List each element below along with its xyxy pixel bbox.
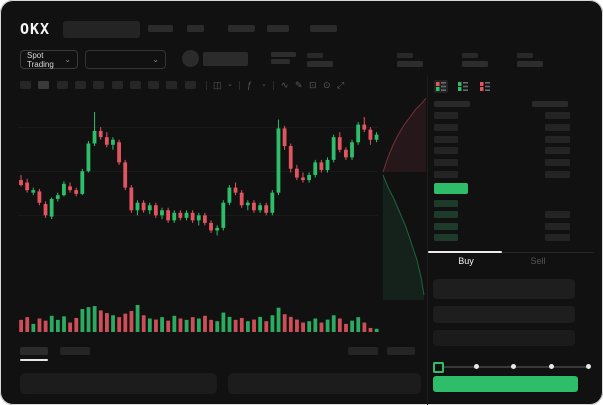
candlestick-chart[interactable]	[18, 100, 380, 240]
bid-price-placeholder	[434, 211, 458, 219]
timeframe-button[interactable]	[129, 81, 141, 89]
nav-item[interactable]	[267, 25, 289, 32]
buy-submit-button[interactable]	[433, 376, 578, 392]
price-change-placeholder	[271, 59, 290, 64]
depth-overlay	[382, 97, 427, 300]
market-type-dropdown[interactable]: Spot Trading ⌄	[20, 50, 78, 69]
slider-stop-dot[interactable]	[548, 364, 554, 369]
camera-icon[interactable]: ⊡	[309, 80, 317, 90]
timeframe-button[interactable]	[166, 81, 178, 89]
active-tab-indicator	[20, 359, 48, 361]
market-type-label: Spot Trading	[27, 50, 54, 69]
bid-price-placeholder	[434, 222, 458, 230]
chevron-down-icon: ⌄	[64, 54, 71, 64]
last-price-bar[interactable]	[434, 183, 468, 194]
timeframe-button[interactable]	[93, 81, 105, 89]
volume-bars	[19, 305, 379, 332]
ask-size-placeholder	[545, 135, 570, 143]
ask-size-placeholder	[545, 123, 570, 131]
panel-divider	[427, 76, 428, 405]
timeframe-button[interactable]	[20, 81, 31, 89]
coin-icon	[182, 50, 199, 67]
slider-stop-dot[interactable]	[511, 364, 516, 369]
slider-handle-icon[interactable]	[433, 362, 444, 373]
timeframe-button[interactable]	[56, 81, 68, 89]
ask-size-placeholder	[545, 112, 570, 119]
ask-price-placeholder	[434, 171, 458, 178]
slider-stop-dot[interactable]	[473, 364, 479, 369]
bottom-tab[interactable]	[60, 347, 90, 355]
timeframe-button[interactable]	[148, 81, 160, 89]
stat-value	[517, 61, 543, 67]
gridline	[18, 127, 378, 128]
price-input[interactable]	[433, 279, 575, 299]
ask-price-placeholder	[434, 123, 458, 131]
okx-logo: OKX	[20, 20, 51, 38]
draw-tool-icon[interactable]: ✎	[295, 80, 303, 90]
orders-panel	[228, 373, 421, 394]
last-price-placeholder	[271, 52, 296, 57]
buy-tab-indicator	[428, 251, 502, 253]
line-tool-icon[interactable]: ∿	[281, 80, 289, 90]
ask-size-placeholder	[545, 171, 570, 178]
divider	[239, 81, 240, 90]
ask-price-placeholder	[434, 147, 458, 155]
book-asks-only-icon[interactable]	[478, 80, 492, 93]
nav-item[interactable]	[187, 25, 204, 32]
timeframe-button[interactable]	[74, 81, 86, 89]
nav-item[interactable]	[228, 25, 255, 32]
bid-size-placeholder	[545, 222, 570, 230]
timeframe-button[interactable]	[184, 81, 196, 89]
alerts-icon[interactable]: ⊙	[323, 80, 331, 90]
bottom-tool[interactable]	[348, 347, 378, 355]
bottom-tool[interactable]	[387, 347, 415, 355]
slider-stop-dot[interactable]	[586, 364, 591, 369]
fullscreen-icon[interactable]: ⤢	[337, 80, 345, 90]
nav-item[interactable]	[310, 25, 337, 32]
orders-panel	[20, 373, 217, 394]
book-bids-only-icon[interactable]	[456, 80, 470, 93]
pair-name-placeholder[interactable]	[203, 52, 248, 66]
bid-price-placeholder	[434, 233, 458, 241]
ask-price-placeholder	[434, 135, 458, 143]
orderbook-col-header	[532, 101, 568, 107]
gridline	[18, 171, 378, 172]
chevron-down-icon[interactable]: ⌄	[261, 81, 267, 88]
stat-value	[307, 61, 333, 67]
indicators-icon[interactable]: ƒ	[247, 80, 253, 90]
bottom-tab[interactable]	[20, 347, 48, 355]
stat-label	[517, 53, 533, 58]
ask-price-placeholder	[434, 159, 458, 167]
divider	[273, 81, 274, 90]
stat-label	[397, 53, 413, 58]
book-combined-book-icon[interactable]	[434, 80, 448, 93]
search-input[interactable]	[63, 21, 140, 38]
tab-sell[interactable]: Sell	[530, 256, 546, 266]
pair-selector-dropdown[interactable]: ⌄	[85, 50, 166, 69]
bid-size-placeholder	[545, 211, 570, 219]
nav-item[interactable]	[148, 25, 173, 32]
orderbook-col-header	[434, 101, 470, 107]
timeframe-button[interactable]	[38, 81, 50, 89]
chevron-down-icon[interactable]: ⌄	[227, 81, 233, 88]
stat-value	[462, 61, 488, 67]
divider	[206, 81, 207, 90]
bid-price-placeholder	[434, 200, 458, 207]
stat-value	[397, 61, 423, 67]
bid-size-placeholder	[545, 233, 570, 241]
ask-price-placeholder	[434, 112, 458, 119]
stat-label	[307, 53, 323, 58]
stat-label	[462, 53, 478, 58]
amount-input[interactable]	[433, 306, 575, 323]
total-input[interactable]	[433, 330, 575, 346]
ask-size-placeholder	[545, 147, 570, 155]
ask-size-placeholder	[545, 159, 570, 167]
tab-buy[interactable]: Buy	[458, 256, 474, 266]
chevron-down-icon: ⌄	[152, 54, 159, 64]
trade-tabs-divider	[428, 252, 594, 253]
candle-style-icon[interactable]: ◫	[213, 80, 222, 90]
timeframe-button[interactable]	[111, 81, 123, 89]
